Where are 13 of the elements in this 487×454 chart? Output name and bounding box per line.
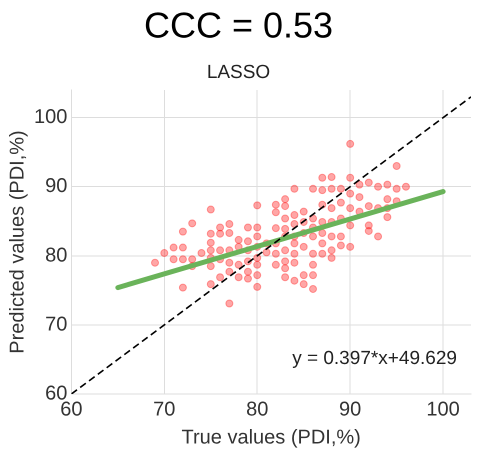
x-tick-label: 90 bbox=[339, 398, 362, 421]
x-tick-label: 100 bbox=[426, 398, 460, 421]
y-tick-label: 90 bbox=[45, 175, 68, 198]
y-tick-label: 80 bbox=[45, 244, 68, 266]
chart-subtitle: LASSO bbox=[206, 62, 270, 83]
y-tick-label: 100 bbox=[34, 106, 68, 128]
y-tick-label: 70 bbox=[45, 313, 68, 336]
annotation: y = 0.397*x+49.629 bbox=[292, 348, 457, 369]
x-axis-title: True values (PDI,%) bbox=[182, 426, 361, 449]
chart-title: CCC = 0.53 bbox=[144, 4, 334, 46]
y-axis-title: Predicted values (PDI,%) bbox=[6, 130, 29, 354]
x-tick-label: 80 bbox=[246, 398, 268, 421]
x-tick-label: 70 bbox=[153, 398, 176, 421]
